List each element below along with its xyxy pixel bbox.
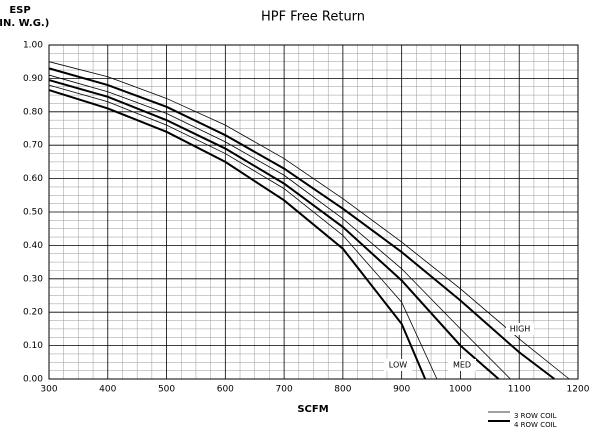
y-tick-label: 0.00 — [23, 375, 43, 385]
x-axis-label: SCFM — [297, 404, 328, 415]
y-tick-label: 0.40 — [23, 241, 43, 251]
fan-curve — [48, 61, 570, 380]
y-tick-label: 0.20 — [23, 308, 43, 318]
x-tick-label: 1000 — [449, 385, 472, 395]
y-tick-label: 1.00 — [23, 41, 43, 51]
curve-label: LOW — [389, 361, 407, 370]
fan-curve — [48, 79, 500, 380]
x-tick-label: 400 — [99, 385, 116, 395]
x-tick-label: 600 — [217, 385, 234, 395]
annotation-bg — [384, 359, 412, 371]
x-tick-label: 900 — [393, 385, 410, 395]
annotation-bg — [448, 359, 476, 371]
legend-label: 3 ROW COIL — [514, 412, 557, 420]
fan-curve — [48, 67, 556, 380]
y-tick-label: 0.80 — [23, 107, 43, 117]
y-tick-label: 0.90 — [23, 74, 43, 84]
y-axis-label: ESP — [9, 5, 30, 16]
x-tick-label: 1200 — [567, 385, 590, 395]
x-tick-label: 500 — [158, 385, 175, 395]
annotation-bg — [506, 323, 534, 335]
y-tick-label: 0.50 — [23, 208, 43, 218]
x-tick-label: 300 — [40, 385, 57, 395]
curve-label: HIGH — [510, 325, 531, 334]
x-tick-label: 1100 — [508, 385, 531, 395]
plot-border — [48, 44, 579, 380]
y-tick-label: 0.10 — [23, 341, 43, 351]
fan-curve — [48, 84, 438, 380]
legend-label: 4 ROW COIL — [514, 421, 557, 429]
fan-curve — [48, 89, 427, 380]
curve-label: MED — [453, 361, 471, 370]
x-tick-label: 700 — [276, 385, 293, 395]
fan-curve — [48, 74, 511, 380]
y-tick-label: 0.30 — [23, 274, 43, 284]
y-tick-label: 0.70 — [23, 141, 43, 151]
y-axis-label: (IN. W.G.) — [0, 18, 49, 29]
x-tick-label: 800 — [334, 385, 351, 395]
y-tick-label: 0.60 — [23, 174, 43, 184]
chart-title: HPF Free Return — [261, 10, 365, 25]
